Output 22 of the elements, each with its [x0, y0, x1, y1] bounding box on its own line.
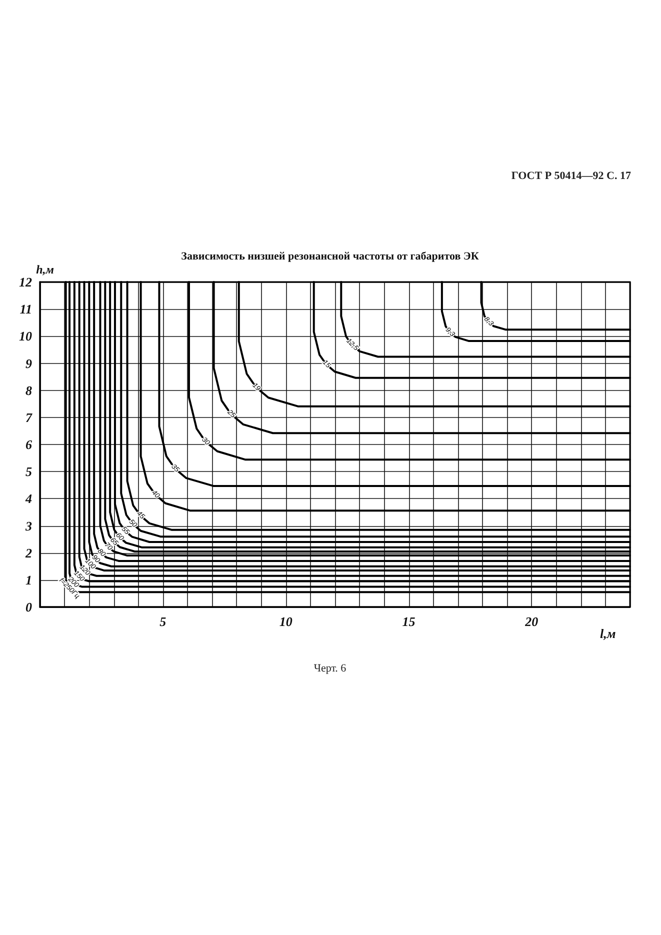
y-tick-label: 2 — [24, 545, 32, 560]
text: ГОСТ Р 50414—92 С. 17 — [511, 170, 631, 182]
y-tick-label: 10 — [19, 328, 32, 344]
chart-title: Зависимость низшей резонансной частоты от габаритов ЭК — [181, 250, 479, 262]
y-tick-label: 7 — [26, 410, 32, 425]
x-axis-title: l,м — [600, 626, 616, 641]
y-tick-label: 3 — [24, 518, 32, 534]
y-tick-label: 5 — [26, 464, 32, 480]
x-tick-label: 20 — [524, 614, 539, 629]
y-axis-title: h,м — [36, 262, 54, 277]
y-tick-label: 12 — [19, 274, 32, 290]
y-tick-label: 1 — [26, 572, 32, 588]
y-tick-label: 8 — [26, 382, 32, 398]
x-tick-label: 15 — [402, 614, 416, 629]
y-tick-label: 4 — [24, 491, 32, 506]
y-tick-label: 6 — [26, 437, 32, 452]
y-tick-label: 11 — [20, 302, 32, 317]
x-tick-label: 10 — [279, 614, 293, 629]
x-tick-label: 5 — [160, 614, 167, 629]
y-tick-label: 0 — [26, 600, 32, 614]
y-tick-label: 9 — [26, 356, 32, 371]
text: Черт. 6 — [314, 662, 347, 674]
